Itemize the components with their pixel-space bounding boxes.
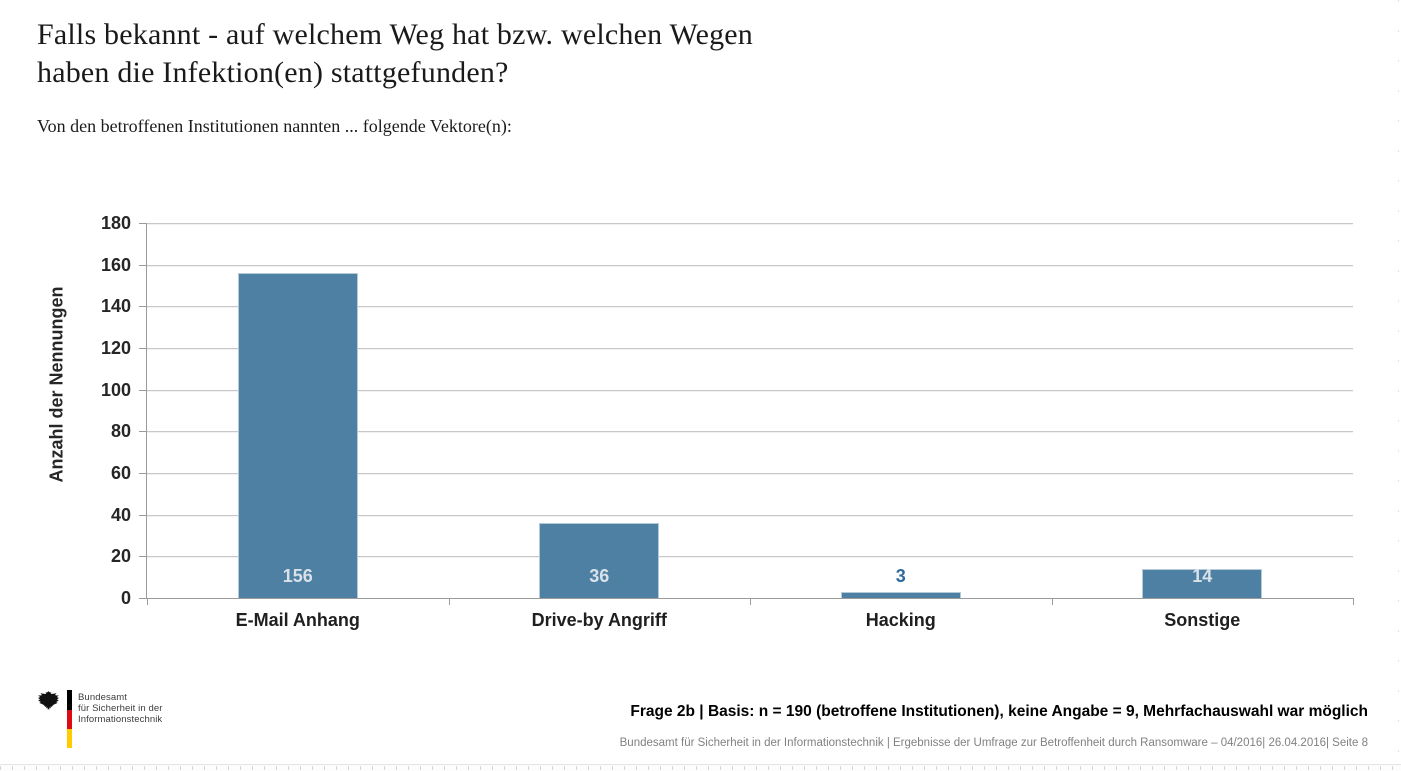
y-tick-40 <box>139 514 147 516</box>
page-title-line-2: haben die Infektion(en) stattgefunden? <box>37 56 509 89</box>
german-flag-stripe <box>67 690 72 748</box>
y-tick-20 <box>139 556 147 558</box>
y-tick-label-80: 80 <box>110 421 131 442</box>
gridline-40 <box>147 514 1353 516</box>
y-tick-label-140: 140 <box>100 296 131 317</box>
bar-drive-by-angriff <box>539 523 660 598</box>
y-tick-60 <box>139 473 147 474</box>
y-tick-80 <box>139 431 147 433</box>
x-tick-0 <box>147 598 148 605</box>
bar-hacking <box>840 591 961 598</box>
y-tick-label-40: 40 <box>110 504 131 525</box>
gridline-180 <box>147 223 1353 224</box>
y-tick-120 <box>139 348 147 349</box>
bar-value-sonstige: 14 <box>1192 566 1213 586</box>
flag-black <box>67 690 72 710</box>
gridline-120 <box>147 348 1353 349</box>
bsi-logo-line-3: Informationstechnik <box>78 714 163 726</box>
y-tick-label-180: 180 <box>100 213 131 233</box>
x-label-e-mail-anhang: E-Mail Anhang <box>235 610 360 630</box>
bsi-logo: Bundesamt für Sicherheit in der Informat… <box>37 689 237 751</box>
bar-value-hacking: 3 <box>895 566 906 586</box>
footer-note-small: Bundesamt für Sicherheit in der Informat… <box>619 737 1368 749</box>
bsi-logo-line-2: für Sicherheit in der <box>78 703 163 715</box>
x-label-drive-by-angriff: Drive-by Angriff <box>531 610 667 630</box>
y-tick-180 <box>139 223 147 224</box>
bar-value-drive-by-angriff: 36 <box>589 566 610 586</box>
gridline-140 <box>147 306 1353 308</box>
y-tick-label-0: 0 <box>120 588 131 608</box>
y-tick-label-100: 100 <box>100 379 131 400</box>
page-subtitle: Von den betroffenen Institutionen nannte… <box>37 116 512 136</box>
y-axis-title-wrap: Anzahl der Nennungen <box>35 223 79 598</box>
bar-chart-plot-area: Anzahl der Nennungen 0 20 40 60 80 100 120 140 1… <box>47 213 1354 630</box>
y-tick-160 <box>139 264 147 266</box>
gridline-100 <box>147 389 1353 391</box>
x-label-hacking: Hacking <box>865 610 936 630</box>
bottom-ruler-ticks <box>0 766 1401 770</box>
y-tick-label-20: 20 <box>110 546 131 567</box>
gridline-160 <box>147 264 1353 266</box>
y-tick-label-60: 60 <box>110 463 131 483</box>
gridline-60 <box>147 473 1353 474</box>
page-title: Falls bekannt - auf welchem Weg hat bzw.… <box>37 16 753 92</box>
bar-e-mail-anhang <box>237 273 358 598</box>
page-title-line-1: Falls bekannt - auf welchem Weg hat bzw.… <box>37 18 754 51</box>
flag-red <box>67 710 72 729</box>
y-tick-100 <box>139 389 147 391</box>
bottom-ruler-strip <box>0 764 1401 771</box>
x-tick-3 <box>1051 598 1053 605</box>
y-tick-label-160: 160 <box>100 254 131 275</box>
bsi-logo-text: Bundesamt für Sicherheit in der Informat… <box>78 692 162 726</box>
x-tick-4 <box>1353 598 1354 605</box>
flag-gold <box>67 729 72 748</box>
x-tick-2 <box>750 598 751 605</box>
y-tick-140 <box>139 306 147 308</box>
bsi-logo-line-1: Bundesamt <box>78 692 127 703</box>
bundesadler-eagle-icon <box>37 691 60 711</box>
gridline-80 <box>147 431 1353 433</box>
footer-note-bold: Frage 2b | Basis: n = 190 (betroffene In… <box>630 703 1368 720</box>
y-tick-label-120: 120 <box>100 338 131 358</box>
slide-right-edge-dots <box>1398 0 1399 763</box>
y-axis-title: Anzahl der Nennungen <box>46 286 67 483</box>
x-label-sonstige: Sonstige <box>1164 610 1241 630</box>
y-tick-0 <box>139 598 147 599</box>
bar-value-e-mail-anhang: 156 <box>282 566 313 586</box>
x-tick-1 <box>448 598 450 605</box>
gridline-20 <box>147 556 1353 558</box>
bar-sonstige <box>1142 568 1263 598</box>
